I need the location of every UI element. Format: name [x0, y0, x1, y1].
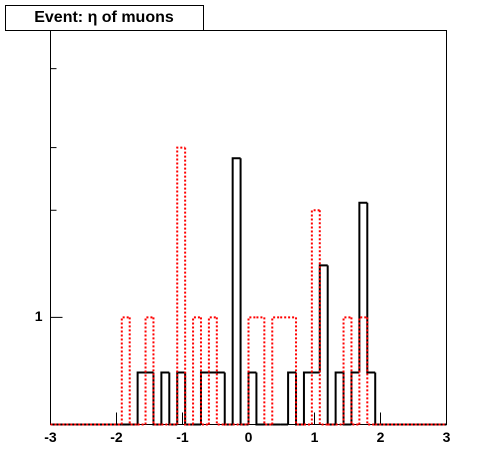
histogram-bin — [358, 201, 368, 373]
histogram-bin — [176, 146, 186, 425]
x-tick-label: 2 — [377, 429, 385, 445]
histogram-bin — [350, 317, 360, 426]
x-tick-label: -2 — [110, 429, 123, 445]
histogram-bin — [144, 316, 154, 425]
histogram-bin — [120, 316, 130, 425]
x-tick-label: 3 — [443, 429, 451, 445]
histogram-bin — [255, 372, 265, 426]
histogram-bin — [271, 316, 281, 425]
histogram-bin — [287, 371, 297, 425]
histogram-bin — [207, 316, 217, 425]
histogram-bin — [366, 202, 376, 374]
title-box — [5, 5, 204, 31]
histogram-bin — [263, 317, 273, 426]
histogram-bin — [342, 316, 352, 425]
histogram-bin — [295, 317, 304, 426]
histogram-bin — [184, 147, 194, 426]
x-tick-label: -3 — [44, 429, 57, 445]
x-tick-label: -1 — [176, 429, 189, 445]
histogram-bin — [318, 264, 328, 373]
histogram-bin — [136, 371, 146, 425]
histogram-bin — [199, 317, 209, 426]
x-tick-label: 0 — [245, 429, 253, 445]
histogram-bin — [215, 317, 225, 426]
chart-title: Event: η of muons — [34, 9, 174, 26]
histogram-bin — [152, 317, 162, 426]
histogram-bin — [334, 371, 344, 425]
histogram-bin — [302, 371, 312, 425]
histogram-bin — [366, 317, 376, 426]
y-tick-label: 1 — [35, 308, 43, 324]
histogram-bin — [128, 317, 138, 426]
histogram-bin — [358, 316, 368, 425]
x-tick-label: 1 — [311, 429, 319, 445]
histogram-bin — [231, 157, 241, 425]
histogram-bin — [192, 316, 201, 425]
histogram-bin — [247, 316, 257, 425]
histogram-bin — [160, 371, 170, 425]
